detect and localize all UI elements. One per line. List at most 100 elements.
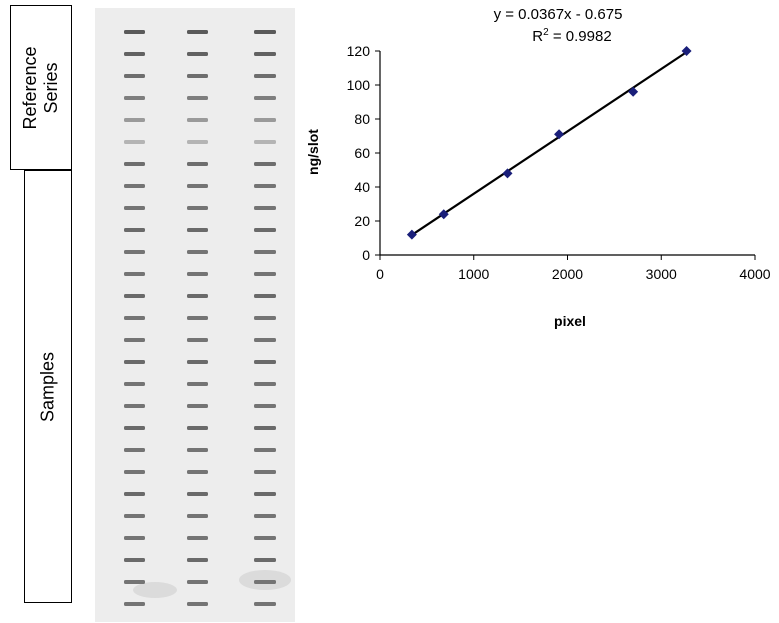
blot-band <box>254 404 276 408</box>
blot-band <box>187 470 208 474</box>
blot-band <box>187 426 208 430</box>
blot-band <box>187 382 208 386</box>
blot-band <box>124 140 145 144</box>
blot-band <box>187 536 208 540</box>
blot-band <box>124 30 145 34</box>
chart-axes <box>379 51 755 256</box>
data-point <box>438 209 449 220</box>
y-ticks: 0 20 40 60 80 100 120 <box>347 43 380 263</box>
r2-prefix: R <box>532 28 543 45</box>
r2-superscript: 2 <box>543 27 549 38</box>
r2-value: = 0.9982 <box>549 28 612 45</box>
blot-band <box>187 250 208 254</box>
trendline <box>411 51 688 236</box>
blot-band <box>124 184 145 188</box>
blot-band <box>254 74 276 78</box>
blot-band <box>124 360 145 364</box>
slot-blot-image <box>95 8 295 622</box>
blot-band <box>254 338 276 342</box>
blot-band <box>254 448 276 452</box>
r-squared-annotation: R2 = 0.9982 <box>532 27 611 45</box>
y-tick-label: 100 <box>347 77 371 93</box>
y-tick-label: 0 <box>362 247 370 263</box>
y-tick-label: 40 <box>354 179 370 195</box>
data-point <box>554 129 565 140</box>
blot-band <box>187 228 208 232</box>
blot-band <box>187 558 208 562</box>
blot-band <box>124 162 145 166</box>
blot-band <box>254 382 276 386</box>
blot-band <box>254 602 276 606</box>
blot-band <box>124 228 145 232</box>
blot-band <box>254 96 276 100</box>
y-axis-title: ng/slot <box>305 129 321 175</box>
data-points <box>406 46 692 240</box>
blot-band <box>187 52 208 56</box>
blot-band <box>187 96 208 100</box>
blot-band <box>187 338 208 342</box>
y-tick-label: 60 <box>354 145 370 161</box>
y-tick-label: 80 <box>354 111 370 127</box>
samples-label: Samples <box>37 351 58 422</box>
x-tick-label: 4000 <box>739 266 770 282</box>
blot-band <box>254 228 276 232</box>
trend-equation: y = 0.0367x - 0.675 <box>494 6 623 23</box>
y-tick-label: 20 <box>354 213 370 229</box>
blot-band <box>254 580 276 584</box>
blot-band <box>187 404 208 408</box>
reference-series-label: Reference Series <box>20 46 62 129</box>
blot-band <box>124 118 145 122</box>
blot-band <box>124 338 145 342</box>
blot-band <box>254 426 276 430</box>
blot-band <box>187 360 208 364</box>
blot-band <box>254 492 276 496</box>
blot-band <box>124 316 145 320</box>
blot-band <box>124 448 145 452</box>
reference-label-line-1: Reference <box>20 45 40 130</box>
blot-band <box>187 272 208 276</box>
data-point <box>502 168 513 179</box>
blot-band <box>254 536 276 540</box>
blot-band <box>254 294 276 298</box>
blot-band <box>187 316 208 320</box>
blot-band <box>187 492 208 496</box>
blot-band <box>254 206 276 210</box>
blot-band <box>187 580 208 584</box>
blot-band <box>187 448 208 452</box>
blot-band <box>124 74 145 78</box>
data-point <box>681 46 692 56</box>
blot-band <box>254 360 276 364</box>
blot-band <box>187 118 208 122</box>
blot-band <box>124 294 145 298</box>
blot-band <box>124 272 145 276</box>
blot-band <box>124 514 145 518</box>
blot-band <box>124 470 145 474</box>
blot-band <box>124 602 145 606</box>
blot-band <box>254 558 276 562</box>
blot-band <box>124 426 145 430</box>
blot-band <box>254 184 276 188</box>
x-tick-label: 1000 <box>458 266 489 282</box>
blot-band <box>187 184 208 188</box>
blot-band <box>254 118 276 122</box>
blot-band <box>124 404 145 408</box>
blot-band <box>124 206 145 210</box>
blot-band <box>254 272 276 276</box>
blot-band <box>187 514 208 518</box>
samples-label-box: Samples <box>24 170 72 603</box>
blot-smudge <box>133 582 177 598</box>
blot-band <box>124 52 145 56</box>
blot-band <box>254 162 276 166</box>
blot-band <box>124 96 145 100</box>
reference-label-line-2: Series <box>41 61 61 114</box>
reference-series-label-box: Reference Series <box>10 5 72 170</box>
x-tick-label: 2000 <box>552 266 583 282</box>
blot-band <box>254 140 276 144</box>
blot-band <box>187 602 208 606</box>
blot-band <box>254 316 276 320</box>
blot-band <box>254 514 276 518</box>
blot-band <box>124 558 145 562</box>
data-point <box>406 229 417 240</box>
x-tick-label: 3000 <box>646 266 677 282</box>
blot-band <box>254 52 276 56</box>
